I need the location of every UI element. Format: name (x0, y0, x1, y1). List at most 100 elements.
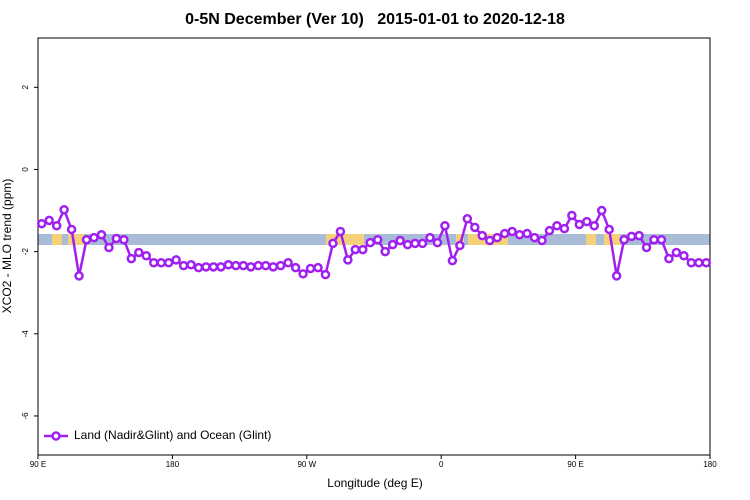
plot-frame (37, 37, 711, 456)
data-point (402, 239, 413, 250)
data-point (499, 228, 510, 239)
data-point (156, 257, 166, 268)
data-point (596, 205, 607, 216)
data-point (104, 242, 114, 253)
data-point (387, 239, 398, 250)
data-point (238, 260, 249, 271)
data-point (492, 232, 502, 243)
data-point (432, 237, 443, 248)
data-point (671, 247, 682, 258)
data-point (343, 255, 353, 265)
data-point (664, 253, 674, 264)
data-point (298, 269, 308, 279)
data-point (171, 255, 181, 265)
data-point (440, 221, 450, 231)
data-point (507, 226, 517, 237)
data-point (604, 224, 614, 235)
data-point (559, 223, 570, 234)
data-point (425, 232, 435, 243)
data-point (178, 260, 189, 271)
data-point (522, 228, 532, 239)
data-point (96, 230, 107, 240)
x-tick-label: 180 (703, 460, 717, 469)
data-point (193, 262, 204, 273)
data-point (313, 262, 323, 273)
data-point (223, 260, 234, 270)
data-point (634, 230, 644, 241)
data-point (350, 244, 361, 255)
data-point (477, 230, 488, 241)
data-point (372, 234, 383, 245)
data-point (358, 244, 368, 255)
data-point (246, 262, 256, 272)
x-tick-label: 0 (439, 460, 444, 469)
data-point (231, 260, 241, 271)
data-point (582, 216, 592, 227)
data-point (701, 257, 712, 268)
data-point (417, 238, 428, 249)
data-point (66, 224, 77, 235)
data-point (462, 214, 473, 224)
data-point (455, 240, 465, 251)
data-point (619, 234, 629, 245)
data-point (470, 222, 480, 233)
data-point (111, 233, 122, 244)
data-point (679, 250, 689, 261)
data-point (283, 257, 293, 268)
data-point (447, 255, 458, 266)
data-point (119, 234, 129, 245)
data-point (589, 221, 600, 231)
data-point (514, 230, 525, 240)
data-point (574, 219, 585, 230)
data-point (641, 242, 652, 253)
data-point (74, 271, 84, 281)
data-point (380, 246, 390, 257)
data-point (484, 235, 495, 246)
legend-label: Land (Nadir&Glint) and Ocean (Glint) (74, 428, 271, 442)
data-point (81, 234, 92, 245)
x-tick-label: 180 (166, 460, 180, 469)
y-tick-label: 0 (21, 167, 30, 172)
data-point (335, 226, 346, 237)
data-point (141, 250, 152, 261)
y-axis-label: XCO2 - MLO trend (ppm) (0, 179, 14, 314)
data-point (537, 235, 547, 246)
data-point (186, 260, 196, 270)
x-tick-label: 90 W (297, 460, 316, 469)
data-point (686, 257, 697, 268)
data-point (134, 247, 144, 258)
data-point (163, 257, 174, 268)
data-point (44, 215, 54, 226)
data-point (305, 263, 316, 274)
y-tick-label: -6 (21, 412, 30, 420)
data-point (410, 238, 420, 249)
chart-title: 0-5N December (Ver 10) 2015-01-01 to 202… (185, 11, 565, 28)
data-point (89, 232, 99, 243)
data-point (290, 262, 301, 273)
data-point (529, 232, 540, 243)
data-point (567, 210, 577, 221)
data-point (201, 262, 211, 272)
data-point (320, 269, 331, 280)
data-point (260, 260, 271, 271)
y-tick-label: -2 (21, 248, 30, 256)
data-point (552, 221, 562, 231)
data-point (649, 234, 659, 245)
y-tick-label: 2 (21, 85, 30, 90)
data-point (59, 204, 69, 215)
data-point (253, 260, 264, 271)
data-point (275, 260, 286, 271)
legend-marker (51, 431, 61, 441)
y-tick-label: -4 (21, 330, 30, 338)
data-point (395, 235, 405, 246)
data-point (51, 221, 62, 231)
data-point (148, 257, 159, 268)
data-point (656, 234, 667, 245)
data-point (544, 225, 555, 236)
x-tick-label: 90 E (567, 460, 583, 469)
data-point (126, 253, 137, 264)
data-point (36, 218, 47, 229)
data-point (365, 237, 376, 248)
data-point (626, 231, 637, 242)
x-tick-label: 90 E (30, 460, 46, 469)
